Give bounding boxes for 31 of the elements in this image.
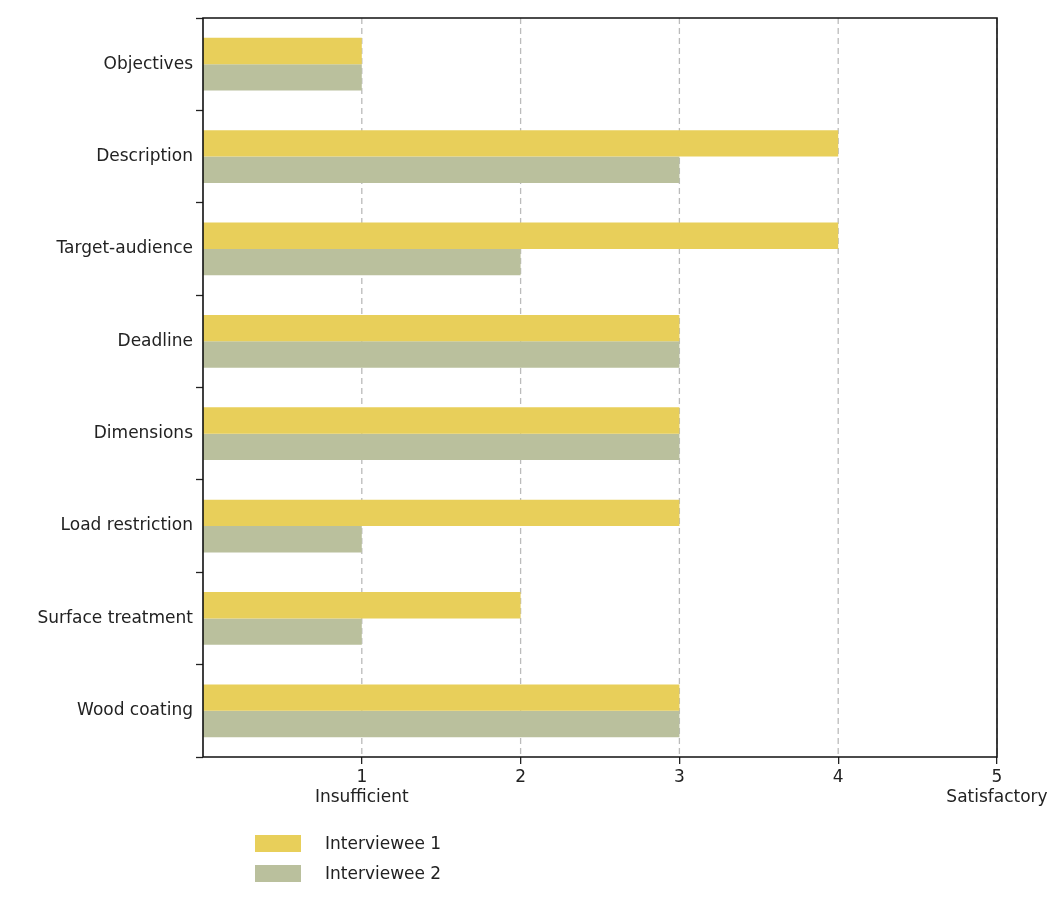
bar — [203, 433, 680, 461]
bar — [203, 248, 521, 276]
bar — [203, 618, 362, 645]
bar — [203, 684, 680, 711]
x-tick-label: 3 — [673, 765, 685, 786]
x-tick-label: 1 Insufficient — [314, 765, 410, 807]
bar — [203, 64, 362, 91]
y-tick-label: Load restriction — [60, 514, 193, 535]
bar — [203, 710, 680, 738]
bar — [203, 526, 362, 553]
bar — [203, 222, 839, 249]
legend-label: Interviewee 1 — [325, 833, 442, 853]
x-tick-label: 4 — [832, 765, 844, 786]
bar — [203, 314, 680, 342]
bar — [203, 341, 680, 368]
x-tick-label: 5 Satisfactory — [946, 765, 1048, 807]
bar — [203, 499, 680, 527]
bar — [203, 156, 680, 183]
y-tick-label: Dimensions — [93, 422, 194, 443]
bar — [203, 407, 680, 434]
bar — [203, 130, 839, 157]
y-tick-label: Target-audience — [55, 237, 193, 258]
bar — [203, 592, 521, 619]
y-tick-label: Description — [96, 144, 193, 165]
x-tick-label: 2 — [515, 765, 527, 786]
y-tick-label: Wood coating — [77, 699, 193, 720]
y-tick-label: Surface treatment — [37, 606, 194, 627]
legend-label: Interviewee 2 — [325, 863, 442, 883]
bar — [203, 37, 362, 65]
y-tick-label: Deadline — [117, 329, 193, 350]
y-tick-label: Objectives — [103, 52, 194, 73]
